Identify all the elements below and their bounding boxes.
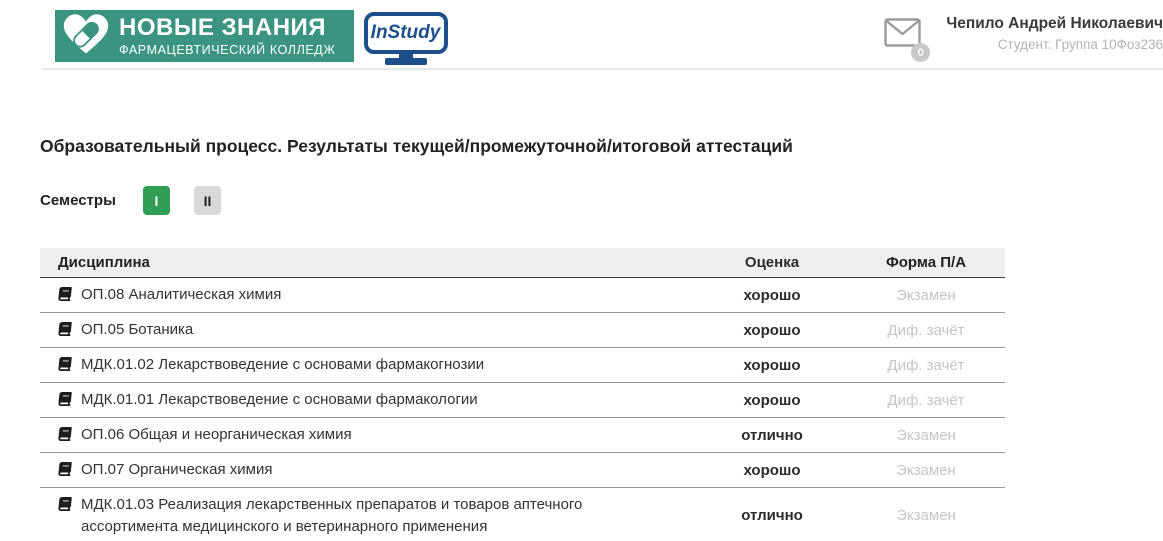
- column-header-discipline: Дисциплина: [58, 253, 150, 271]
- semesters-label: Семестры: [40, 192, 116, 209]
- book-icon: [58, 287, 72, 302]
- grade-value: хорошо: [743, 391, 801, 409]
- attestation-form: Экзамен: [896, 461, 956, 479]
- column-header-form: Форма П/А: [885, 254, 967, 271]
- table-row[interactable]: МДК.01.02 Лекарствоведение с основами фа…: [40, 348, 1005, 383]
- page-title: Образовательный процесс. Результаты теку…: [40, 136, 793, 156]
- heart-pill-icon: [63, 13, 109, 60]
- book-icon: [58, 392, 72, 407]
- discipline-name: ОП.05 Ботаника: [81, 321, 194, 339]
- book-icon: [58, 322, 72, 337]
- results-table-body: ОП.08 Аналитическая химия хорошо Экзамен…: [40, 278, 1005, 541]
- brand-title: НОВЫЕ ЗНАНИЯ: [119, 13, 327, 41]
- table-row[interactable]: МДК.01.01 Лекарствоведение с основами фа…: [40, 383, 1005, 418]
- book-icon: [58, 497, 72, 511]
- user-role: Студент. Группа 10Фоз236: [997, 36, 1163, 52]
- book-icon: [58, 357, 72, 372]
- grade-value: хорошо: [743, 356, 801, 374]
- attestation-form: Диф. зачёт: [887, 391, 965, 409]
- semester-switcher: Семестры I II: [40, 186, 1163, 215]
- discipline-name: ОП.07 Органическая химия: [81, 461, 273, 479]
- grade-value: хорошо: [743, 286, 801, 304]
- grade-value: хорошо: [743, 461, 801, 479]
- header-divider: [42, 68, 1163, 70]
- user-menu[interactable]: Чепило Андрей Николаевич Студент. Группа…: [946, 14, 1163, 52]
- discipline-name: МДК.01.02 Лекарствоведение с основами фа…: [81, 356, 485, 374]
- messages-count-badge: 0: [911, 43, 931, 62]
- discipline-name: ОП.06 Общая и неорганическая химия: [81, 426, 352, 444]
- semester-tab-1[interactable]: I: [143, 186, 170, 215]
- discipline-name: МДК.01.03 Реализация лекарственных препа…: [81, 496, 583, 535]
- column-header-grade: Оценка: [744, 254, 800, 271]
- grade-value: отлично: [741, 426, 803, 444]
- book-icon: [58, 462, 72, 477]
- discipline-name: ОП.08 Аналитическая химия: [81, 286, 282, 304]
- results-table-header: Дисциплина Оценка Форма П/А: [40, 248, 1005, 278]
- app-header: НОВЫЕ ЗНАНИЯ ФАРМАЦЕВТИЧЕСКИЙ КОЛЛЕДЖ In…: [0, 0, 1163, 70]
- book-icon: [58, 427, 72, 442]
- discipline-name: МДК.01.01 Лекарствоведение с основами фа…: [81, 391, 478, 409]
- brand-subtitle: ФАРМАЦЕВТИЧЕСКИЙ КОЛЛЕДЖ: [119, 42, 336, 57]
- messages-button[interactable]: 0: [884, 18, 931, 62]
- grade-value: отлично: [741, 507, 803, 525]
- main-content: Образовательный процесс. Результаты теку…: [0, 136, 1163, 541]
- table-row[interactable]: ОП.06 Общая и неорганическая химия отлич…: [40, 418, 1005, 453]
- results-table: Дисциплина Оценка Форма П/А ОП.08 Аналит…: [40, 248, 1005, 541]
- attestation-form: Экзамен: [896, 507, 956, 525]
- instudy-logo[interactable]: InStudy: [363, 12, 448, 65]
- table-row[interactable]: ОП.05 Ботаника хорошо Диф. зачёт: [40, 313, 1005, 348]
- table-row[interactable]: МДК.01.03 Реализация лекарственных препа…: [40, 488, 1005, 541]
- instudy-label: InStudy: [363, 12, 448, 54]
- attestation-form: Экзамен: [896, 286, 956, 304]
- envelope-icon: [884, 18, 922, 51]
- user-name: Чепило Андрей Николаевич: [946, 15, 1163, 32]
- attestation-form: Диф. зачёт: [887, 321, 965, 339]
- grade-value: хорошо: [743, 321, 801, 339]
- table-row[interactable]: ОП.08 Аналитическая химия хорошо Экзамен: [40, 278, 1005, 313]
- attestation-form: Диф. зачёт: [887, 356, 965, 374]
- table-row[interactable]: ОП.07 Органическая химия хорошо Экзамен: [40, 453, 1005, 488]
- instudy-stand: [398, 54, 413, 58]
- college-logo[interactable]: НОВЫЕ ЗНАНИЯ ФАРМАЦЕВТИЧЕСКИЙ КОЛЛЕДЖ: [55, 10, 354, 62]
- semester-tab-2[interactable]: II: [194, 186, 221, 215]
- attestation-form: Экзамен: [896, 426, 956, 444]
